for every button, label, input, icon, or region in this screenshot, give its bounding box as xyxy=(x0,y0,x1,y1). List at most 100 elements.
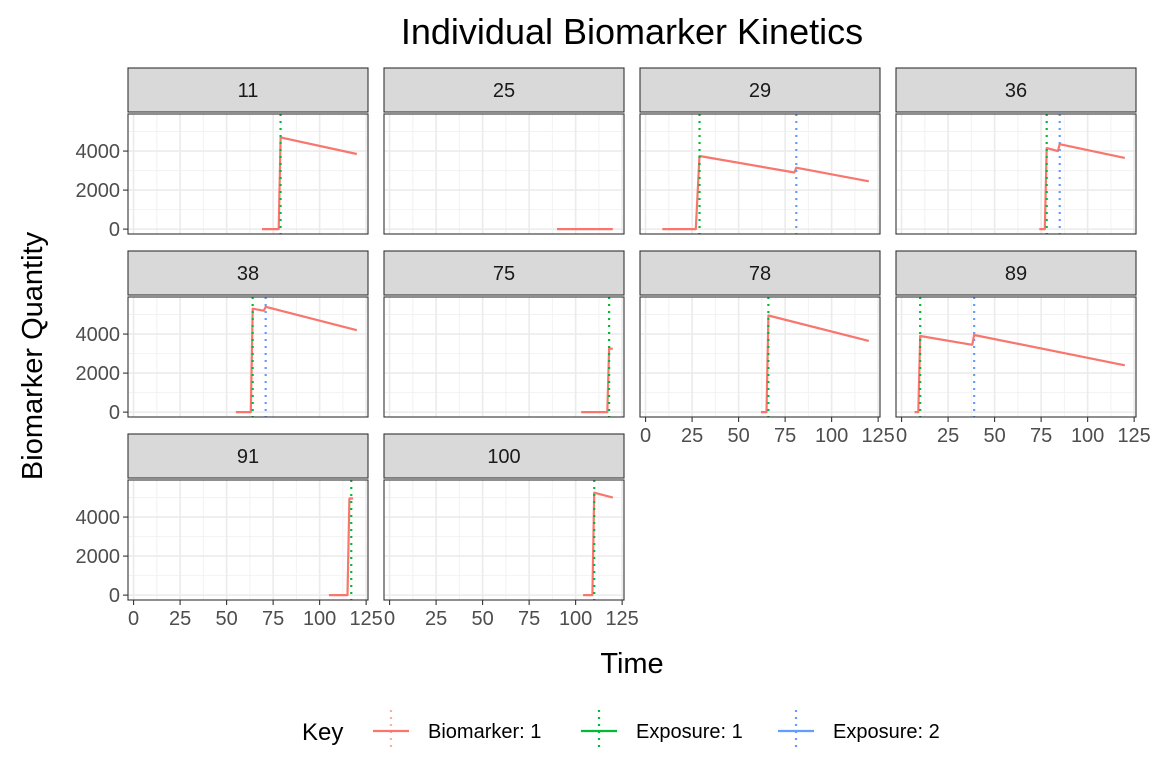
x-tick-label: 25 xyxy=(681,425,703,447)
panel-border xyxy=(639,296,881,418)
x-tick-label: 50 xyxy=(471,608,493,630)
legend: Key Biomarker: 1 Exposure: 1 Exposure: 2 xyxy=(302,710,940,752)
facet-strip xyxy=(127,67,369,113)
y-tick-label: 0 xyxy=(109,219,120,241)
facet-panel: 11 0 2000 4000 xyxy=(76,67,369,241)
panel-background xyxy=(384,114,624,234)
facet-panel: 78 0 25 50 75 100 125 xyxy=(639,250,895,447)
facet-panel: 91 0 2000 4000 0 25 50 75 100 125 xyxy=(76,433,383,630)
facet-panel: 25 xyxy=(383,67,625,235)
facet-strip xyxy=(895,67,1137,113)
legend-title: Key xyxy=(302,719,343,746)
legend-label: Biomarker: 1 xyxy=(428,721,541,743)
x-tick-label: 75 xyxy=(518,608,540,630)
panel-background xyxy=(384,297,624,417)
facet-strip-label: 91 xyxy=(237,446,259,468)
x-tick-label: 50 xyxy=(983,425,1005,447)
facet-panel: 38 0 2000 4000 xyxy=(76,250,369,424)
biomarker-line xyxy=(328,497,354,597)
x-tick-label: 0 xyxy=(128,608,139,630)
x-tick-label: 100 xyxy=(303,608,336,630)
panel-background xyxy=(128,114,368,234)
x-tick-label: 75 xyxy=(774,425,796,447)
y-tick-label: 4000 xyxy=(76,141,121,163)
x-tick-label: 125 xyxy=(861,425,894,447)
panel-border xyxy=(895,113,1137,235)
legend-label: Exposure: 2 xyxy=(833,721,940,743)
facet-strip-label: 11 xyxy=(238,80,259,102)
facet-strip xyxy=(127,433,369,479)
x-tick-label: 0 xyxy=(384,608,395,630)
panel-background xyxy=(384,480,624,600)
panel-border xyxy=(895,296,1137,418)
y-tick-label: 0 xyxy=(109,585,120,607)
x-tick-label: 100 xyxy=(559,608,592,630)
facet-strip-label: 89 xyxy=(1005,263,1027,285)
biomarker-line xyxy=(1039,143,1126,231)
facet-strip xyxy=(639,250,881,296)
x-tick-label: 100 xyxy=(1071,425,1104,447)
panel-background xyxy=(896,297,1136,417)
facet-strip xyxy=(895,250,1137,296)
facet-strip-label: 75 xyxy=(493,263,515,285)
facet-strip xyxy=(639,67,881,113)
x-axis-title: Time xyxy=(600,648,663,680)
x-tick-label: 25 xyxy=(169,608,191,630)
x-tick-label: 50 xyxy=(215,608,237,630)
y-axis-title: Biomarker Quantity xyxy=(17,231,49,480)
chart-title: Individual Biomarker Kinetics xyxy=(401,11,863,52)
legend-item: Exposure: 1 xyxy=(581,710,743,752)
x-tick-label: 75 xyxy=(1030,425,1052,447)
panel-background xyxy=(896,114,1136,234)
facet-panel: 36 xyxy=(895,67,1137,235)
biomarker-line xyxy=(581,347,613,414)
y-tick-label: 2000 xyxy=(76,180,121,202)
y-tick-label: 4000 xyxy=(76,507,121,529)
x-tick-label: 25 xyxy=(425,608,447,630)
panel-background xyxy=(640,297,880,417)
y-tick-label: 2000 xyxy=(76,363,121,385)
panel-background xyxy=(128,297,368,417)
facet-strip xyxy=(383,433,625,479)
x-tick-label: 25 xyxy=(937,425,959,447)
panel-border xyxy=(127,113,369,235)
panel-background xyxy=(128,480,368,600)
y-tick-label: 4000 xyxy=(76,324,121,346)
panel-border xyxy=(383,113,625,235)
biomarker-line xyxy=(662,154,870,231)
x-tick-label: 125 xyxy=(1117,425,1150,447)
facet-strip xyxy=(127,250,369,296)
facet-panel: 89 0 25 50 75 100 125 xyxy=(895,250,1151,447)
facet-panel: 75 xyxy=(383,250,625,418)
x-tick-label: 125 xyxy=(349,608,382,630)
y-tick-label: 0 xyxy=(109,402,120,424)
y-tick-label: 2000 xyxy=(76,546,121,568)
panel-border xyxy=(127,296,369,418)
x-tick-label: 0 xyxy=(896,425,907,447)
panel-border xyxy=(127,479,369,601)
biomarker-line xyxy=(760,314,870,414)
legend-item: Biomarker: 1 xyxy=(373,710,541,752)
facet-strip xyxy=(383,250,625,296)
x-tick-label: 100 xyxy=(815,425,848,447)
biomarker-line xyxy=(235,305,358,414)
biomarker-line xyxy=(262,136,358,231)
legend-item: Exposure: 2 xyxy=(778,710,940,752)
facet-strip xyxy=(383,67,625,113)
facet-panel: 29 xyxy=(639,67,881,235)
legend-label: Exposure: 1 xyxy=(636,721,743,743)
x-tick-label: 50 xyxy=(727,425,749,447)
facet-strip-label: 29 xyxy=(749,80,771,102)
x-tick-label: 125 xyxy=(605,608,638,630)
facet-strip-label: 25 xyxy=(493,80,515,102)
facet-strip-label: 78 xyxy=(749,263,771,285)
facet-panel: 100 0 25 50 75 100 125 xyxy=(383,433,639,630)
facet-strip-label: 100 xyxy=(487,446,520,468)
panel-background xyxy=(640,114,880,234)
panel-border xyxy=(383,296,625,418)
x-tick-label: 75 xyxy=(262,608,284,630)
panel-border xyxy=(639,113,881,235)
facet-strip-label: 38 xyxy=(237,263,259,285)
